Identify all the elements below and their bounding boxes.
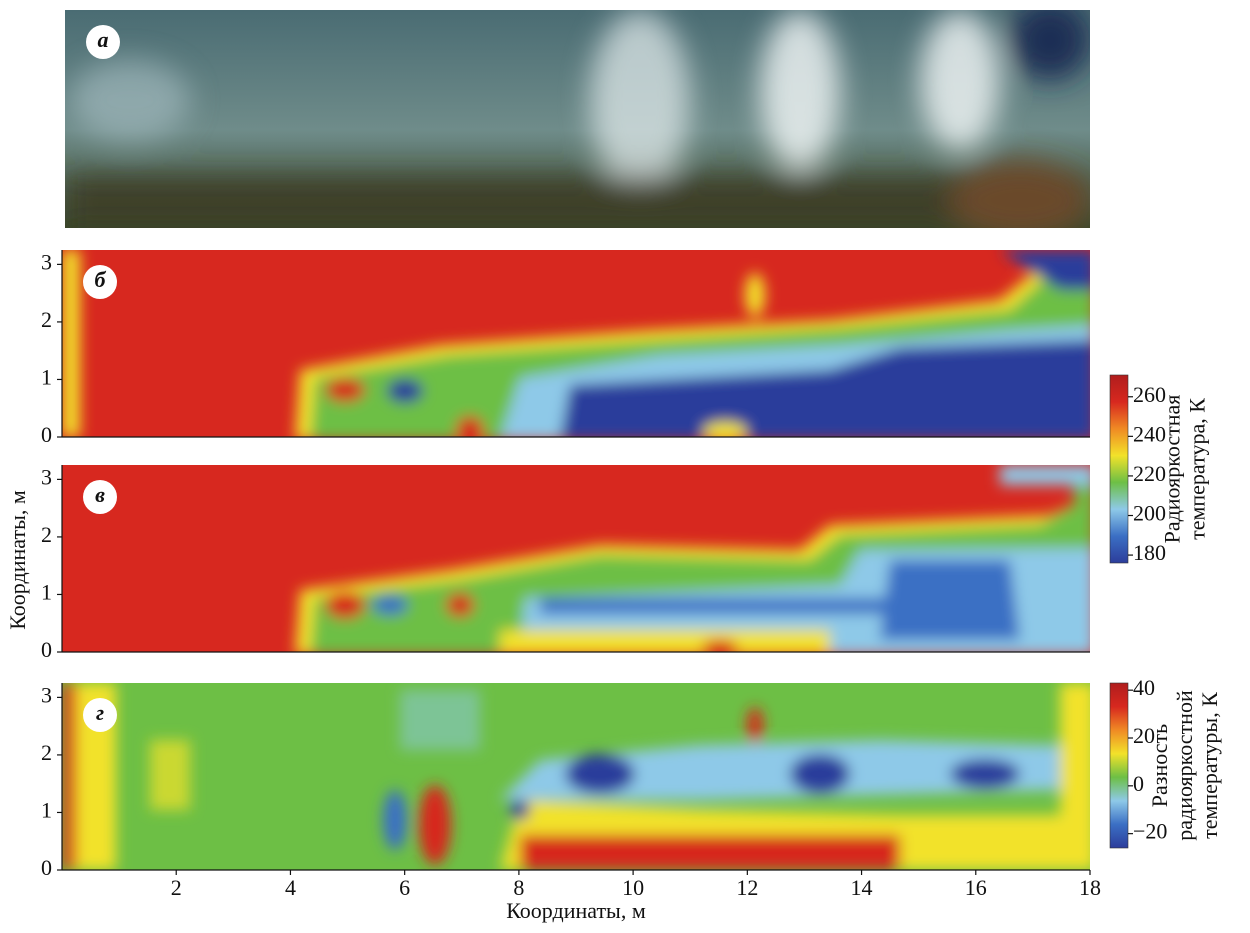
y-tick-label: 1 [41,365,52,390]
y-axis-title: Координаты, м [5,490,30,630]
panel-label: в [95,482,105,507]
colorbar-tick-label: 0 [1133,771,1144,796]
colorbar [1110,375,1128,563]
figure: Координаты, м а0123б180200220240260Радио… [0,0,1250,933]
x-tick-label: 16 [965,875,987,900]
colorbar-title: Радиояркостная [1160,395,1185,544]
panel-label: г [96,700,104,725]
y-tick-label: 0 [41,855,52,880]
colorbar-tick-label: −20 [1133,819,1167,844]
x-tick-label: 18 [1079,875,1101,900]
y-tick-label: 0 [41,422,52,447]
y-tick-label: 2 [41,522,52,547]
y-tick-label: 1 [41,798,52,823]
y-tick-label: 2 [41,740,52,765]
colorbar-tick-label: 40 [1133,675,1155,700]
panel-label: а [98,27,109,52]
colorbar-title: температура, К [1185,398,1210,540]
x-tick-label: 2 [171,875,182,900]
y-tick-label: 3 [41,682,52,707]
heatmap-d [62,683,1095,870]
x-tick-label: 10 [622,875,644,900]
panel-label: б [95,267,107,292]
x-tick-label: 14 [851,875,873,900]
x-axis-title: Координаты, м [506,898,646,923]
page: Координаты, м а0123б180200220240260Радио… [0,0,1250,933]
y-tick-label: 3 [41,249,52,274]
y-tick-label: 0 [41,637,52,662]
colorbar [1110,683,1128,848]
x-tick-label: 6 [399,875,410,900]
x-tick-label: 8 [513,875,524,900]
colorbar-title: Разность [1147,724,1172,807]
y-tick-label: 1 [41,580,52,605]
heatmap-b [62,250,1095,444]
y-tick-label: 3 [41,464,52,489]
x-tick-label: 4 [285,875,296,900]
photo [65,0,1090,240]
y-tick-label: 2 [41,307,52,332]
heatmap-c [62,465,1095,656]
colorbar-title: радиояркостной [1172,690,1197,841]
x-tick-label: 12 [736,875,758,900]
colorbar-title: температуры, К [1197,692,1222,839]
